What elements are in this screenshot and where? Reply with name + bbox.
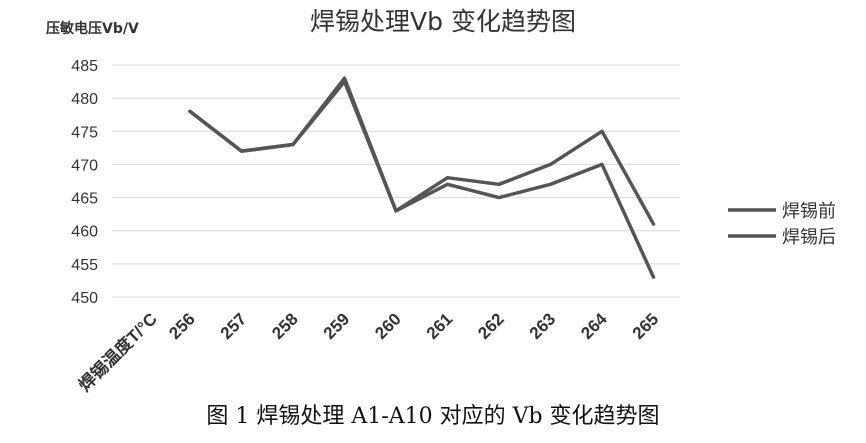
x-tick-label: 258 [268, 309, 301, 342]
chart-title: 焊锡处理Vb 变化趋势图 [310, 7, 576, 36]
figure-caption: 图 1 焊锡处理 A1-A10 对应的 Vb 变化趋势图 [206, 404, 660, 429]
series-lines [188, 76, 656, 279]
x-tick-label: 263 [526, 309, 559, 342]
line-chart: 450 455 460 465 470 475 480 485 焊锡温度T/°C 256 257 2… [46, 7, 836, 395]
y-tick-label: 480 [71, 91, 98, 108]
x-tick-label: 264 [577, 309, 611, 343]
y-tick-label: 455 [71, 257, 98, 274]
y-axis-title: 压敏电压Vb/V [46, 20, 139, 37]
x-axis-ticks: 焊锡温度T/°C 256 257 258 259 260 261 262 263 264 265 [74, 309, 662, 395]
y-tick-label: 460 [71, 224, 98, 241]
x-tick-label: 259 [320, 309, 353, 342]
x-axis-title: 焊锡温度T/°C [74, 309, 160, 395]
y-axis-ticks: 450 455 460 465 470 475 480 485 [71, 58, 98, 307]
x-tick-label: 257 [217, 309, 250, 342]
x-tick-label: 261 [423, 309, 456, 342]
legend-label: 焊锡前 [782, 201, 836, 222]
x-tick-label: 265 [629, 309, 662, 342]
y-tick-label: 470 [71, 157, 98, 174]
y-tick-label: 485 [71, 58, 98, 75]
x-tick-label: 260 [371, 309, 404, 342]
legend-label: 焊锡后 [782, 227, 836, 248]
x-tick-label: 256 [165, 309, 198, 342]
series-line-0 [188, 76, 656, 226]
grid-lines [112, 64, 680, 298]
y-tick-label: 465 [71, 191, 98, 208]
x-tick-label: 262 [474, 309, 507, 342]
series-line-1 [188, 79, 656, 279]
y-tick-label: 475 [71, 124, 98, 141]
y-tick-label: 450 [71, 290, 98, 307]
